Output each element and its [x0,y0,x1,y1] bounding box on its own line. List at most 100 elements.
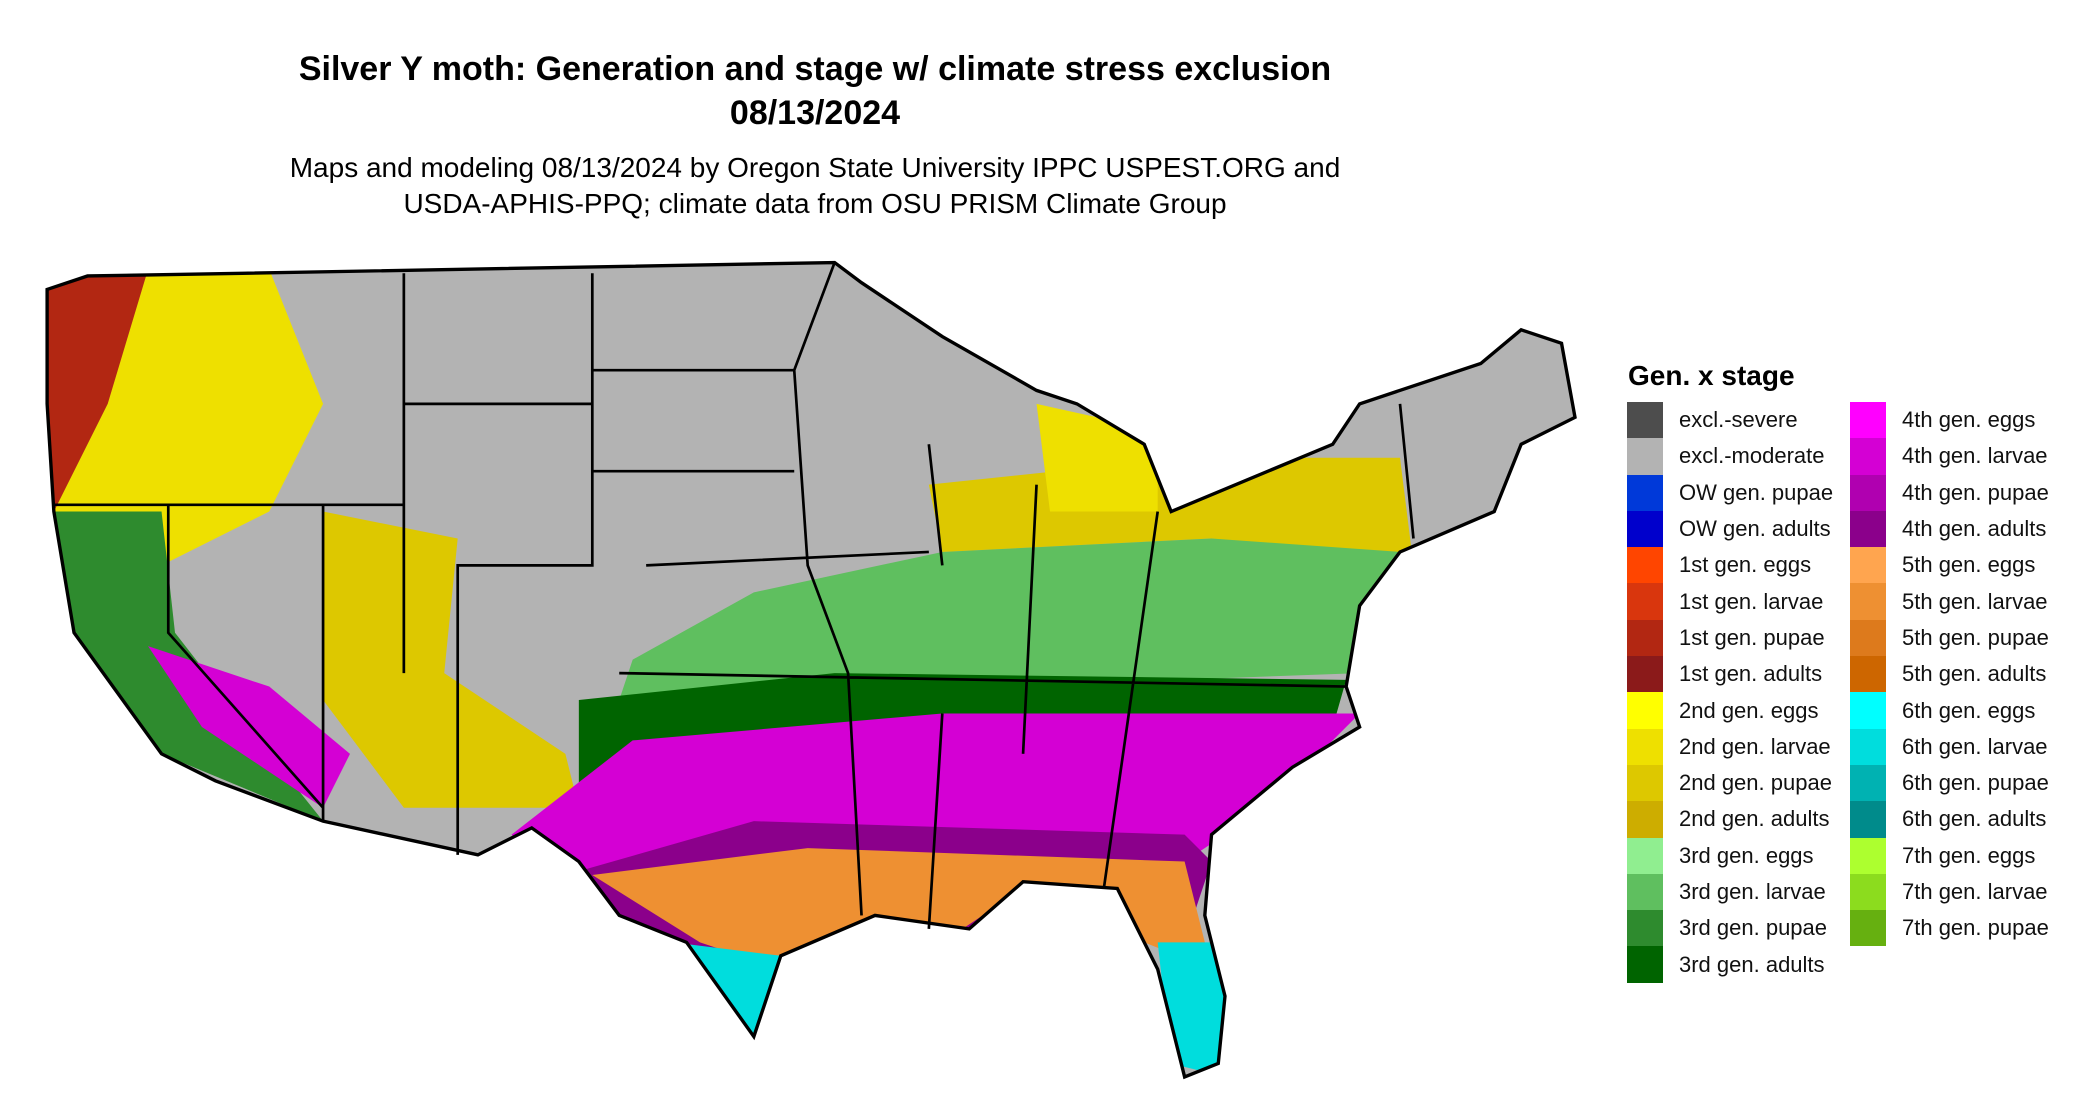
legend-label: 6th gen. larvae [1902,733,2048,759]
map-title: Silver Y moth: Generation and stage w/ c… [298,50,1332,88]
legend-item: 1st gen. pupae [1627,619,1833,657]
legend-item: 7th gen. eggs [1850,837,2049,874]
legend-item: 6th gen. pupae [1850,764,2049,802]
legend-label: OW gen. pupae [1679,479,1834,505]
legend-label: 7th gen. larvae [1902,879,2048,904]
legend-swatch [1627,910,1663,947]
legend-swatch [1627,801,1663,838]
legend-swatch [1850,910,1886,947]
legend-label: 7th gen. eggs [1902,842,2036,868]
legend-item: 1st gen. larvae [1627,583,1833,620]
legend-label: 5th gen. adults [1902,661,2047,687]
legend-swatch [1627,510,1663,548]
legend-swatch [1627,873,1663,911]
legend-item: OW gen. adults [1627,510,1833,548]
legend-swatch [1850,510,1886,548]
legend-label: 3rd gen. larvae [1679,879,1826,904]
legend-swatch [1850,656,1886,693]
legend-label: 2nd gen. larvae [1679,733,1831,759]
legend-item: excl.-severe [1627,402,1833,439]
legend-swatch [1850,619,1886,657]
legend-label: 6th gen. adults [1902,806,2047,832]
legend-swatch [1850,583,1886,620]
legend-swatch [1627,474,1663,511]
legend-swatch [1627,583,1663,620]
legend-swatch [1627,547,1663,584]
legend-swatch [1850,837,1886,874]
legend-item: 4th gen. pupae [1850,474,2049,511]
legend-swatch [1850,764,1886,802]
legend-item: 5th gen. larvae [1850,583,2049,620]
legend-item: 2nd gen. larvae [1627,728,1833,765]
legend-item: 3rd gen. adults [1627,946,1833,983]
legend-label: 4th gen. eggs [1902,407,2036,433]
legend-item: 3rd gen. pupae [1627,910,1833,947]
legend-label: 5th gen. eggs [1902,552,2036,578]
gulf-5th-gen-region [592,848,1212,970]
legend-label: 2nd gen. eggs [1679,697,1819,723]
legend-item: 3rd gen. eggs [1627,837,1833,874]
legend-label: excl.-severe [1679,407,1798,433]
legend-item: 7th gen. pupae [1850,910,2049,947]
legend-label: 3rd gen. eggs [1679,842,1814,868]
legend-label: 7th gen. pupae [1902,915,2049,941]
southwest-2nd-gen-region [323,511,579,808]
legend-swatch [1850,547,1886,584]
legend-swatch [1850,728,1886,765]
map-date: 08/13/2024 [729,94,901,132]
legend-item: 1st gen. adults [1627,656,1833,693]
california-4th-gen-region [148,646,350,808]
legend-column-left: excl.-severe excl.-moderate OW gen. pupae O… [1627,402,1833,983]
legend-label: OW gen. adults [1679,516,1831,542]
legend-item: OW gen. pupae [1627,474,1834,511]
legend-column-right: 4th gen. eggs 4th gen. larvae 4th gen. pup… [1850,402,2049,947]
subtitle-line-1: Maps and modeling 08/13/2024 by Oregon S… [289,152,1341,183]
legend-item: 5th gen. pupae [1850,619,2049,657]
legend-item: 6th gen. larvae [1850,728,2049,765]
michigan-2nd-gen-region [1036,403,1158,512]
pacific-northwest-1st-gen-region [47,269,149,512]
legend-swatch [1850,402,1886,439]
subtitle-line-2: USDA-APHIS-PPQ; climate data from OSU PR… [403,188,1227,219]
legend-swatch [1850,438,1886,475]
legend-label: 1st gen. pupae [1679,624,1825,650]
legend-swatch [1627,728,1663,765]
legend-label: 4th gen. adults [1902,516,2047,542]
legend-item: 4th gen. larvae [1850,438,2049,475]
legend-label: 6th gen. eggs [1902,697,2036,723]
legend-title: Gen. x stage [1628,360,1795,391]
legend-item: excl.-moderate [1627,438,1833,475]
legend-label: 2nd gen. adults [1679,806,1830,832]
midwest-3rd-gen-region [619,538,1400,701]
legend-swatch [1627,656,1663,693]
legend-item: 4th gen. adults [1850,510,2049,548]
legend-label: 3rd gen. pupae [1679,915,1828,941]
legend-label: excl.-moderate [1679,443,1825,469]
legend-label: 6th gen. pupae [1902,770,2049,796]
legend-label: 5th gen. pupae [1902,624,2049,650]
legend-item: 4th gen. eggs [1850,402,2049,439]
legend-item: 6th gen. eggs [1850,692,2049,729]
legend-swatch [1627,692,1663,729]
legend-item: 2nd gen. adults [1627,801,1833,838]
legend-label: 3rd gen. adults [1679,951,1825,977]
legend-label: 5th gen. larvae [1902,588,2048,614]
legend-swatch [1850,474,1886,511]
legend-label: 4th gen. larvae [1902,443,2048,469]
legend-swatch [1627,764,1663,802]
legend-item: 5th gen. eggs [1850,547,2049,584]
legend-item: 1st gen. eggs [1627,547,1833,584]
legend-label: 2nd gen. pupae [1679,770,1832,796]
legend-swatch [1627,946,1663,983]
legend-swatch [1627,402,1663,439]
legend-swatch [1627,619,1663,657]
legend-item: 6th gen. adults [1850,801,2049,838]
legend-swatch [1850,873,1886,911]
legend-item: 7th gen. larvae [1850,873,2049,911]
legend-swatch [1627,837,1663,874]
legend-swatch [1850,692,1886,729]
legend-item: 5th gen. adults [1850,656,2049,693]
legend-label: 4th gen. pupae [1902,479,2049,505]
legend-item: 2nd gen. eggs [1627,692,1833,729]
state-borders [53,262,1415,929]
